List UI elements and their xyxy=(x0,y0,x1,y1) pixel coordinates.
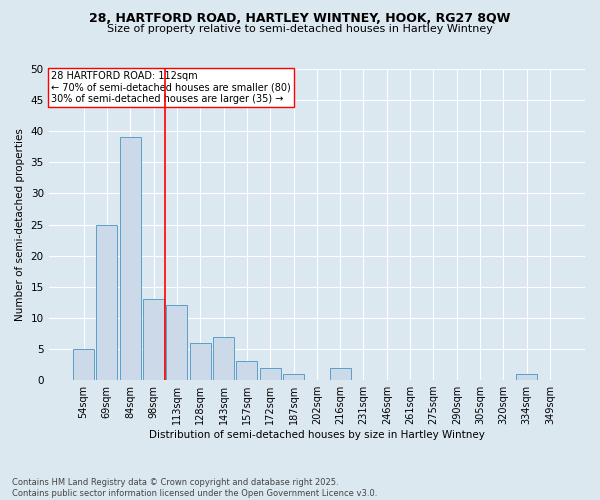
Text: 28 HARTFORD ROAD: 112sqm
← 70% of semi-detached houses are smaller (80)
30% of s: 28 HARTFORD ROAD: 112sqm ← 70% of semi-d… xyxy=(52,70,291,104)
Bar xyxy=(143,299,164,380)
Bar xyxy=(236,362,257,380)
Bar xyxy=(260,368,281,380)
Bar xyxy=(120,138,140,380)
Bar xyxy=(213,336,234,380)
Bar xyxy=(73,349,94,380)
Text: 28, HARTFORD ROAD, HARTLEY WINTNEY, HOOK, RG27 8QW: 28, HARTFORD ROAD, HARTLEY WINTNEY, HOOK… xyxy=(89,12,511,26)
Bar xyxy=(166,306,187,380)
Y-axis label: Number of semi-detached properties: Number of semi-detached properties xyxy=(15,128,25,321)
Bar xyxy=(283,374,304,380)
Bar xyxy=(329,368,350,380)
Bar xyxy=(97,224,118,380)
Bar xyxy=(190,343,211,380)
Text: Size of property relative to semi-detached houses in Hartley Wintney: Size of property relative to semi-detach… xyxy=(107,24,493,34)
Bar xyxy=(516,374,537,380)
X-axis label: Distribution of semi-detached houses by size in Hartley Wintney: Distribution of semi-detached houses by … xyxy=(149,430,485,440)
Text: Contains HM Land Registry data © Crown copyright and database right 2025.
Contai: Contains HM Land Registry data © Crown c… xyxy=(12,478,377,498)
